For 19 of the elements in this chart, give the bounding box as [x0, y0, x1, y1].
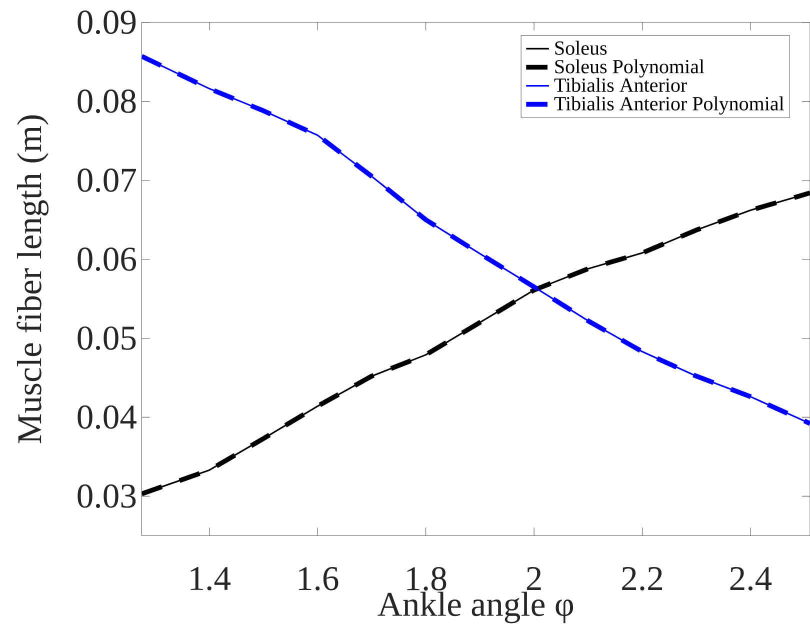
x-tick-label: 2.2 — [622, 567, 662, 590]
y-axis-title: Muscle fiber length (m) — [16, 115, 49, 444]
y-tick-label: 0.05 — [78, 326, 136, 350]
x-tick-label: 1.4 — [190, 567, 230, 590]
x-tick-label: 2 — [526, 567, 541, 590]
legend-label: Soleus — [555, 40, 607, 55]
legend-label: Soleus Polynomial — [555, 59, 704, 78]
legend-label: Tibialis Anterior — [554, 78, 687, 92]
y-tick-label: 0.06 — [78, 247, 136, 272]
x-tick-label: 1.6 — [298, 567, 338, 590]
y-tick-label: 0.07 — [78, 168, 136, 192]
y-tick-label: 0.03 — [78, 484, 136, 508]
legend-label: Tibialis Anterior Polynomial — [554, 96, 784, 115]
y-tick-label: 0.08 — [78, 90, 136, 114]
x-axis-title: Ankle angle φ — [378, 592, 574, 624]
x-tick-label: 2.4 — [730, 567, 772, 590]
x-tick-label: 1.8 — [407, 567, 446, 591]
y-tick-label: 0.09 — [78, 10, 136, 34]
y-tick-label: 0.04 — [78, 405, 136, 429]
